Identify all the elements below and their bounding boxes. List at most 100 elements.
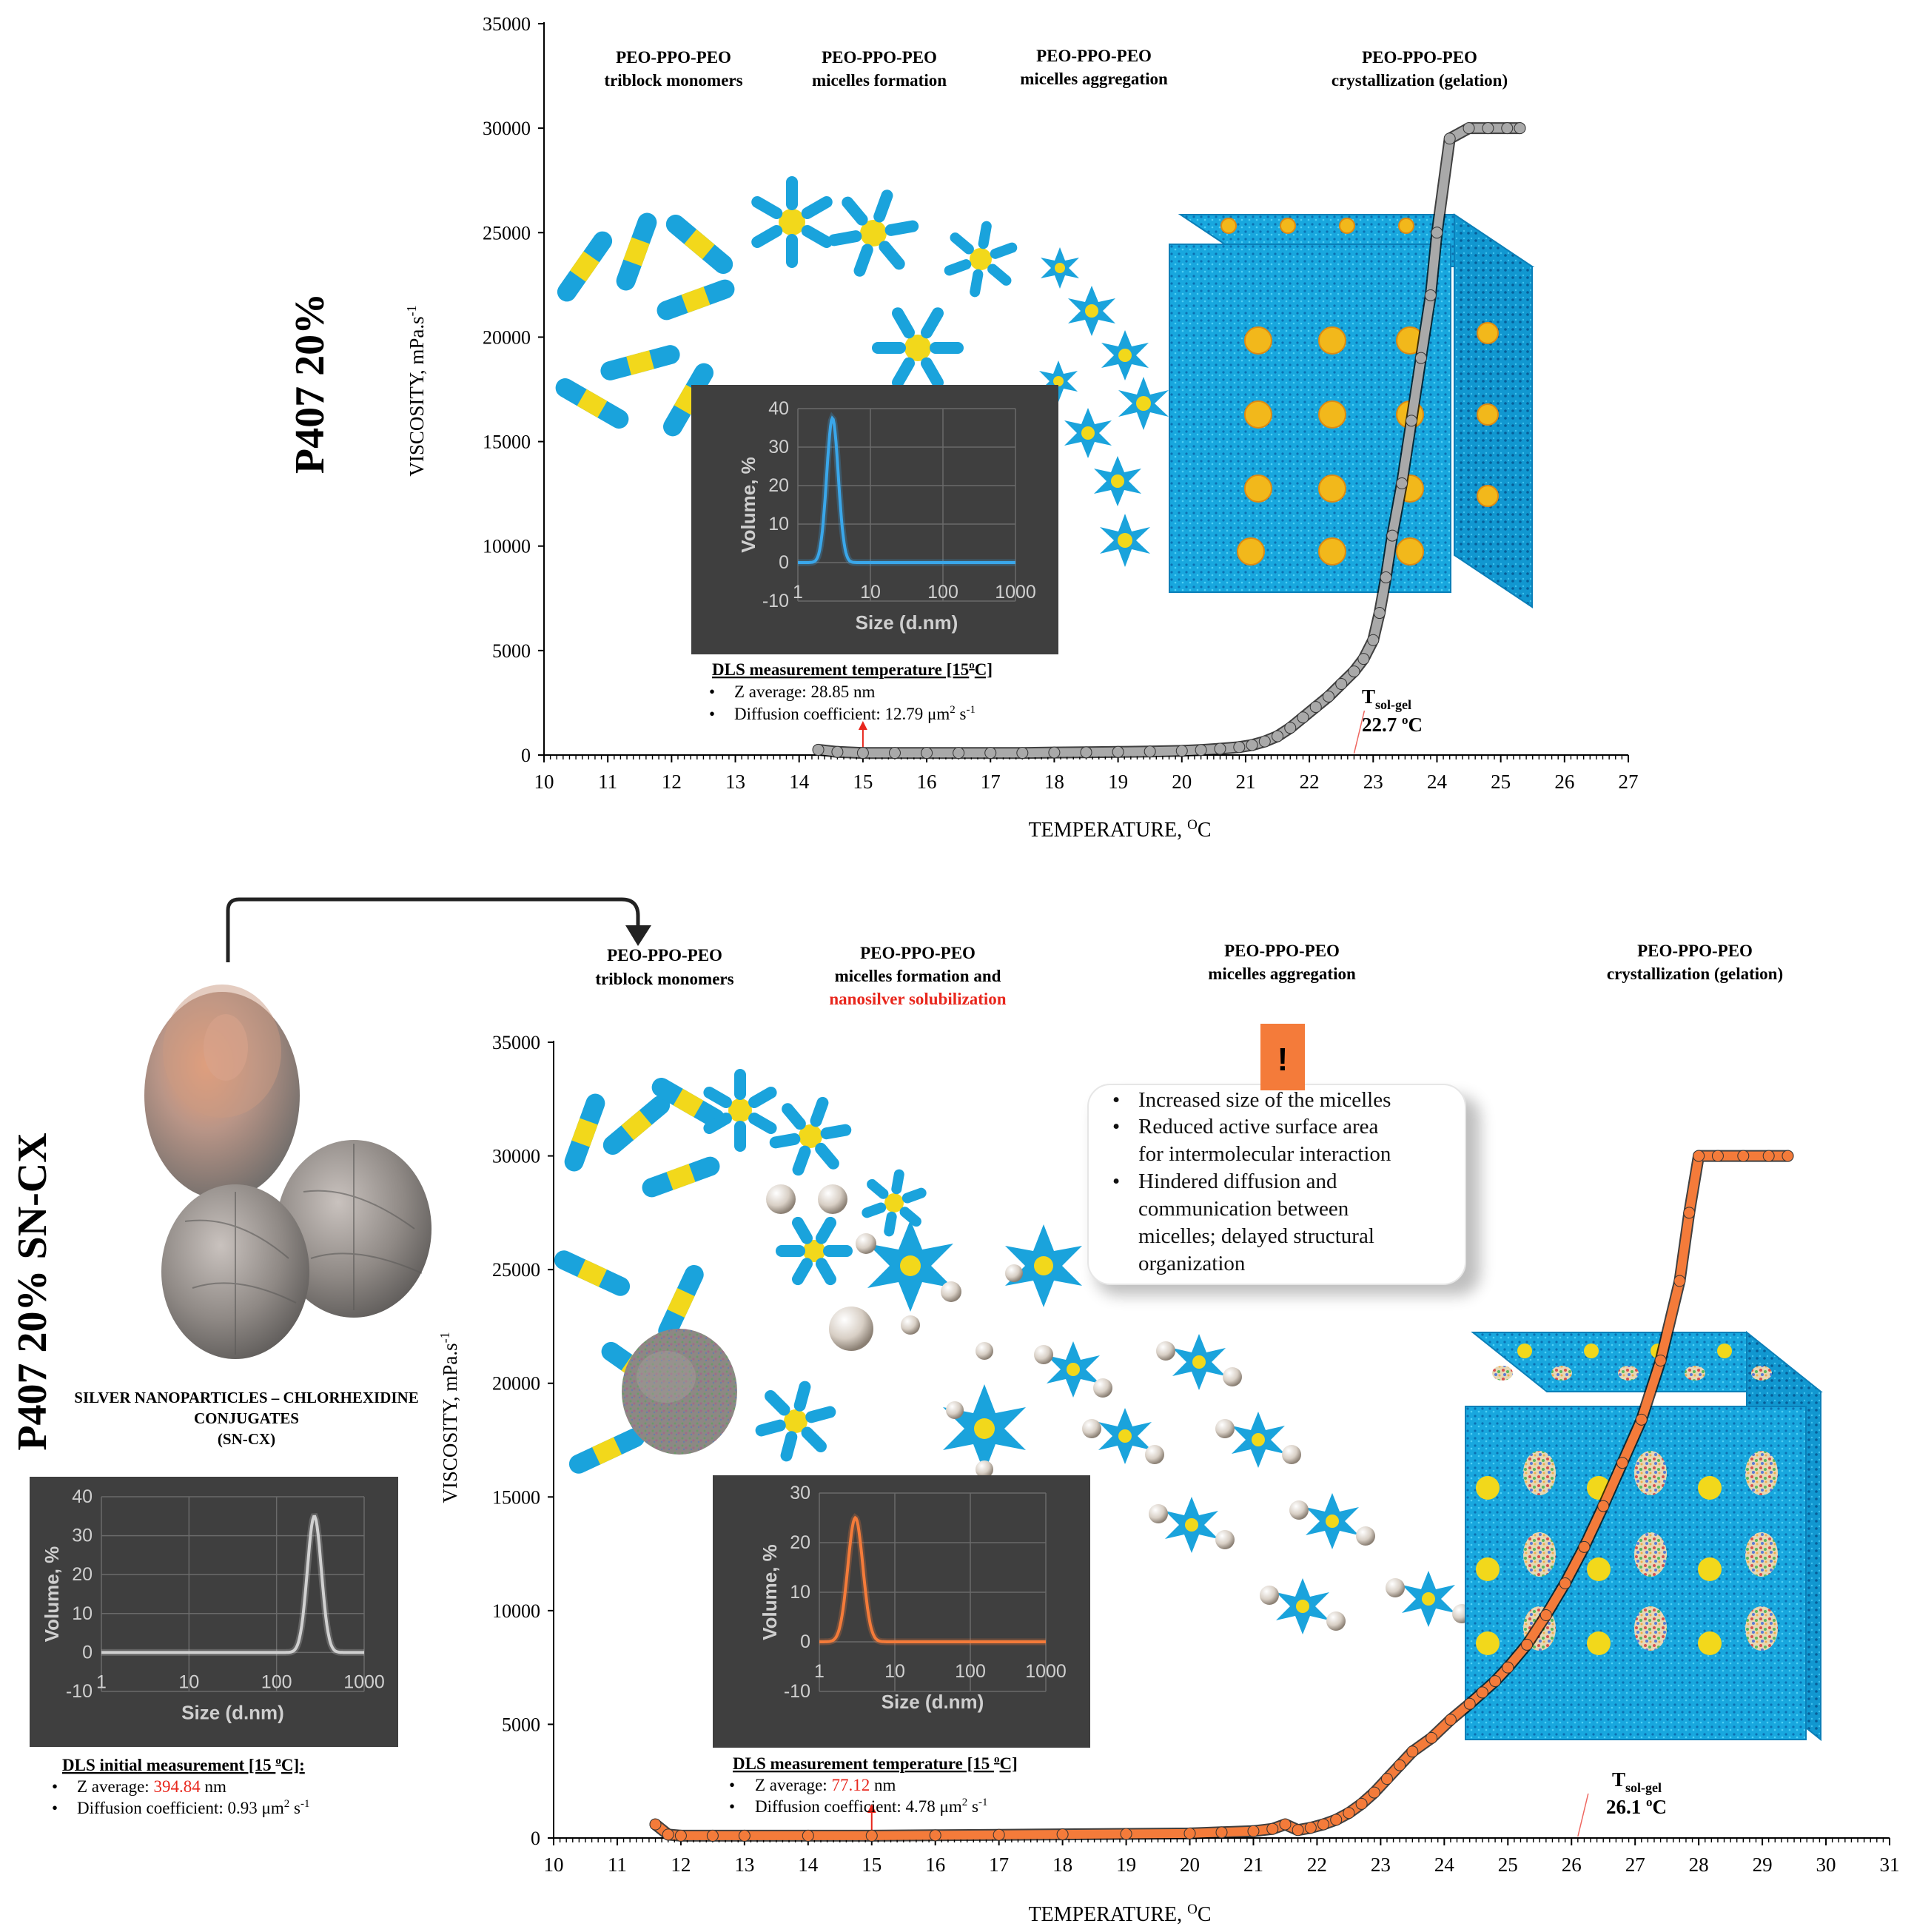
- top-dls-bullet-1: • Z average: 28.85 nm: [709, 682, 875, 701]
- bottom-stage-labels: PEO-PPO-PEO triblock monomers PEO-PPO-PE…: [595, 942, 1783, 1008]
- callout-bullet-3-marker: •: [1112, 1170, 1120, 1193]
- data-point: [1380, 571, 1392, 584]
- data-point: [1214, 742, 1226, 755]
- data-point: [1635, 1413, 1648, 1426]
- inset-x-tick-label: 1: [793, 582, 803, 603]
- data-point: [1654, 1355, 1667, 1366]
- inset-y-axis-label: Volume, %: [41, 1546, 63, 1643]
- callout-bullet-2: Reduced active surface area for intermol…: [1138, 1115, 1391, 1166]
- bottom-stage-4-line2: crystallization (gelation): [1607, 965, 1783, 983]
- inset-y-tick-label: -10: [784, 1681, 810, 1702]
- inset-x-tick-label: 10: [884, 1661, 905, 1682]
- x-tick-label: 23: [1371, 1854, 1391, 1876]
- data-point: [993, 1828, 1005, 1841]
- data-point: [1355, 1797, 1368, 1810]
- data-point: [984, 747, 997, 759]
- svg-text:Tsol-gel: Tsol-gel: [1362, 685, 1411, 712]
- svg-text:26.1 oC: 26.1 oC: [1606, 1795, 1667, 1818]
- data-point: [1368, 1786, 1380, 1799]
- x-tick-label: 17: [989, 1854, 1009, 1876]
- inset-x-axis-label: Size (d.nm): [882, 1691, 984, 1713]
- inset-x-tick-label: 1000: [995, 582, 1036, 603]
- top-tsolgel-label: Tsol-gel 22.7 oC: [1362, 685, 1423, 736]
- y-tick-label: 10000: [483, 536, 531, 557]
- x-tick-label: 13: [725, 771, 745, 793]
- x-tick-label: 10: [544, 1854, 564, 1876]
- top-stage-3-line1: PEO-PPO-PEO: [1036, 47, 1152, 65]
- initial-dls-bullet-1: • Z average: 394.84 nm: [52, 1777, 226, 1796]
- data-point: [831, 745, 844, 758]
- data-point: [1247, 1825, 1260, 1837]
- inset-y-tick-label: 30: [790, 1483, 810, 1503]
- svg-text:22.7 oC: 22.7 oC: [1362, 713, 1423, 736]
- callout-bullet-2-marker: •: [1112, 1115, 1120, 1138]
- x-tick-label: 18: [1044, 771, 1064, 793]
- y-tick-label: 15000: [492, 1486, 540, 1508]
- data-point: [1195, 744, 1207, 757]
- inset-series-line: [798, 415, 1015, 564]
- x-tick-label: 19: [1116, 1854, 1136, 1876]
- inset-y-tick-label: 40: [72, 1486, 93, 1507]
- monomer: [657, 279, 735, 321]
- inset-y-tick-label: 0: [779, 552, 789, 573]
- data-point: [929, 1829, 941, 1842]
- data-point: [921, 747, 933, 759]
- data-point: [1367, 634, 1380, 646]
- initial-dls-bullet-2: • Diffusion coefficient: 0.93 μm2 s-1: [52, 1798, 309, 1817]
- bottom-x-axis-label: TEMPERATURE, OC: [1028, 1902, 1211, 1926]
- data-point: [1215, 1826, 1228, 1839]
- x-tick-label: 20: [1172, 771, 1192, 793]
- x-tick-label: 16: [925, 1854, 945, 1876]
- x-tick-label: 16: [917, 771, 937, 793]
- bottom-stage-1-line1: PEO-PPO-PEO: [607, 946, 722, 965]
- data-point: [1424, 289, 1437, 301]
- data-point: [1272, 730, 1284, 742]
- data-point: [1373, 607, 1386, 620]
- top-stage-3-line2: micelles aggregation: [1020, 70, 1168, 88]
- top-stage-4-line1: PEO-PPO-PEO: [1362, 48, 1477, 67]
- warning-icon: [1260, 1024, 1305, 1090]
- x-tick-label: 27: [1625, 1854, 1645, 1876]
- inset-series-line: [101, 1515, 364, 1654]
- top-y-axis-label: VISCOSITY, mPa.s-1: [404, 305, 428, 476]
- tsolgel-pointer: [1577, 1793, 1589, 1837]
- data-point: [1482, 122, 1494, 135]
- data-point: [1489, 1675, 1502, 1688]
- bottom-speckled-nanoparticle: [622, 1329, 737, 1455]
- inset-y-tick-label: 10: [768, 514, 789, 534]
- x-tick-label: 17: [981, 771, 1001, 793]
- x-tick-label: 30: [1816, 1854, 1836, 1876]
- data-point: [1737, 1150, 1750, 1162]
- callout-bullet-3: Hindered diffusion and communication bet…: [1138, 1170, 1380, 1275]
- y-tick-label: 0: [521, 745, 531, 766]
- x-tick-label: 11: [608, 1854, 627, 1876]
- top-stage-1-line2: triblock monomers: [604, 71, 742, 90]
- x-tick-label: 15: [853, 771, 873, 793]
- y-tick-label: 10000: [492, 1600, 540, 1622]
- bottom-gel-cube: [1465, 1330, 1823, 1742]
- data-point: [1476, 1686, 1488, 1699]
- data-point: [1317, 1818, 1330, 1831]
- top-dls-inset-plot: -10 0 10 20 30 40 1 10 100 1000 Size (d.nm) Volume,…: [737, 398, 1036, 634]
- inset-x-tick-label: 1000: [343, 1671, 385, 1692]
- data-point: [1431, 227, 1443, 239]
- x-tick-label: 14: [798, 1854, 819, 1876]
- top-gel-cube: [1169, 213, 1535, 608]
- x-tick-label: 11: [598, 771, 617, 793]
- data-point: [1443, 133, 1456, 145]
- data-point: [1514, 122, 1526, 135]
- dls-temperature-marker-head: [858, 721, 867, 730]
- data-point: [649, 1818, 662, 1831]
- x-tick-label: 25: [1491, 771, 1511, 793]
- y-tick-label: 35000: [483, 13, 531, 35]
- data-point: [662, 1828, 674, 1841]
- x-tick-label: 23: [1363, 771, 1383, 793]
- data-point: [1266, 1822, 1279, 1835]
- top-side-label: P407 20%: [287, 293, 333, 474]
- top-stage-1-line1: PEO-PPO-PEO: [616, 48, 731, 67]
- x-tick-label: 29: [1753, 1854, 1773, 1876]
- inset-x-tick-label: 10: [178, 1671, 199, 1692]
- initial-dls-title: DLS initial measurement [15 oC]:: [62, 1755, 305, 1774]
- data-point: [1386, 529, 1399, 542]
